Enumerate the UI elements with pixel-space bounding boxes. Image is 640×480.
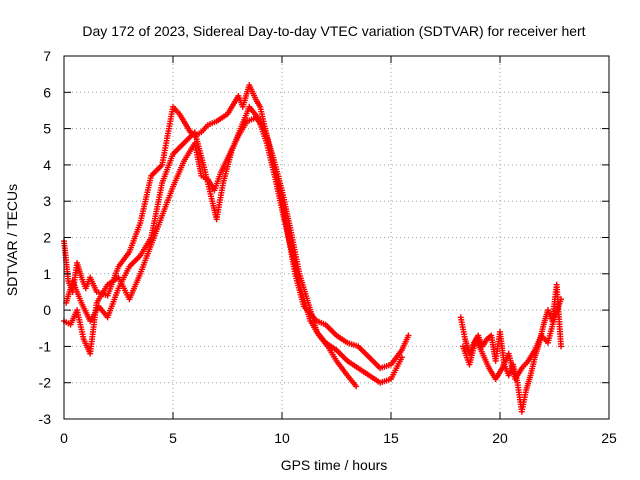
x-tick-label: 20: [492, 430, 508, 446]
x-axis-label: GPS time / hours: [281, 457, 388, 473]
x-tick-label: 5: [169, 430, 177, 446]
data-point: [353, 383, 360, 390]
x-tick-label: 10: [274, 430, 290, 446]
axis-ticks: [63, 55, 610, 420]
y-tick-label: -2: [39, 375, 52, 391]
data-point: [398, 354, 405, 361]
y-tick-label: -3: [39, 411, 52, 427]
y-tick-label: -1: [39, 338, 52, 354]
y-tick-label: 0: [43, 302, 51, 318]
tick-labels: 0 5 10 15 20 25 -3 -2 -1 0 1 2 3 4 5 6 7: [39, 48, 617, 446]
y-tick-label: 6: [43, 84, 51, 100]
y-axis-label: SDTVAR / TECUs: [4, 184, 20, 296]
grid-lines: [64, 56, 609, 419]
y-tick-label: 2: [43, 230, 51, 246]
x-tick-label: 0: [60, 430, 68, 446]
y-tick-label: 1: [43, 266, 51, 282]
data-points: [61, 82, 565, 415]
y-tick-label: 3: [43, 193, 51, 209]
y-tick-label: 4: [43, 157, 51, 173]
y-tick-label: 5: [43, 121, 51, 137]
data-point: [405, 332, 412, 339]
data-point: [558, 296, 565, 303]
x-tick-label: 15: [383, 430, 399, 446]
chart-title: Day 172 of 2023, Sidereal Day-to-day VTE…: [82, 23, 585, 39]
data-point: [558, 343, 565, 350]
y-tick-label: 7: [43, 48, 51, 64]
x-tick-label: 25: [601, 430, 617, 446]
